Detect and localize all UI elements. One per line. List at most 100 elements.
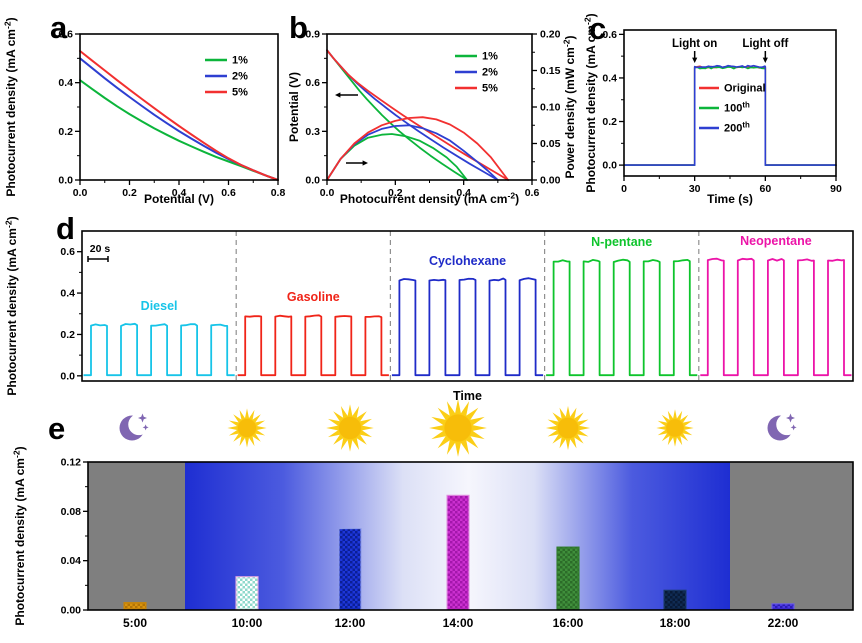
section-label: Neopentane xyxy=(740,234,812,248)
y-tick-label: 0.0 xyxy=(602,160,617,172)
x-tick-label: 0.0 xyxy=(73,187,88,199)
y-tick-label: 0.15 xyxy=(540,65,561,77)
y-tick-label: 0.00 xyxy=(540,175,561,187)
star-icon xyxy=(790,424,797,431)
y-tick-label: 0.3 xyxy=(305,126,320,138)
x-tick-label: 60 xyxy=(759,183,771,195)
y-tick-label: 0.10 xyxy=(540,102,561,114)
section-label: Gasoline xyxy=(287,290,340,304)
pulse-train-Cyclohexane xyxy=(391,277,544,377)
legend-label: 5% xyxy=(482,83,498,95)
scale-bar-label: 20 s xyxy=(90,243,111,255)
bar-5:00 xyxy=(123,602,147,611)
star-icon xyxy=(786,413,795,423)
plot-frame xyxy=(79,33,279,181)
sun-icon xyxy=(666,419,684,437)
x-category-label: 18:00 xyxy=(660,616,691,630)
y-tick-label: 0.0 xyxy=(58,175,73,187)
x-tick-label: 0.0 xyxy=(320,187,335,199)
sun-icon xyxy=(338,416,362,440)
bar-14:00 xyxy=(446,494,470,611)
panel-label-a: a xyxy=(50,10,68,45)
pulse-train-Neopentane xyxy=(700,257,852,377)
panel-label-e: e xyxy=(48,411,66,446)
legend-label: Original xyxy=(724,83,766,95)
x-category-label: 12:00 xyxy=(335,616,366,630)
y-tick-label: 0.0 xyxy=(60,370,75,382)
x-tick-label: 0.6 xyxy=(221,187,236,199)
x-category-label: 10:00 xyxy=(232,616,263,630)
y-tick-label: 0.12 xyxy=(61,457,82,469)
star-icon xyxy=(142,424,149,431)
arrow-head xyxy=(762,57,768,63)
legend-label: 1% xyxy=(232,55,248,67)
plot-frame xyxy=(81,230,854,382)
pulse-train-Diesel xyxy=(83,322,235,377)
x-tick-label: 0.6 xyxy=(525,187,540,199)
legend-label: 100th xyxy=(724,100,750,114)
x-tick-label: 0.4 xyxy=(172,187,187,199)
potential-series-1% xyxy=(326,49,469,181)
sun-icon xyxy=(237,418,257,438)
legend-label: 1% xyxy=(482,51,498,63)
y-tick-label: 0.04 xyxy=(61,555,82,567)
bar-16:00 xyxy=(556,546,580,611)
panel-a-jv-chart: 0.0 0.2 0.4 0.6 0.8 0.0 0.2 0.4 0.6 Potential (V)… xyxy=(2,17,286,206)
y-axis-title: Photocurrent density (mA cm-2) xyxy=(3,216,19,395)
y-tick-label: 0.2 xyxy=(58,126,73,138)
panel-label-d: d xyxy=(56,211,75,246)
y-tick-label: 0.4 xyxy=(58,77,73,89)
panel-b-power-chart: 0.0 0.2 0.4 0.6 0.0 0.3 0.6 0.9 0.00 0.05 0.10 0.15… xyxy=(287,29,577,207)
x-tick-label: 0.4 xyxy=(456,187,471,199)
y-tick-label: 0.6 xyxy=(305,77,320,89)
series-2% xyxy=(79,57,279,181)
y-axis-title-right: Power density (mW cm-2) xyxy=(561,35,577,178)
panel-label-b: b xyxy=(289,10,308,45)
moon-icon-cutout xyxy=(128,413,150,436)
arrow-head xyxy=(335,92,341,98)
bar-18:00 xyxy=(663,589,687,611)
x-axis-title: Potential (V) xyxy=(144,192,214,206)
x-tick-label: 30 xyxy=(689,183,701,195)
y-tick-label: 0.20 xyxy=(540,29,561,41)
y-tick-label: 0.6 xyxy=(58,29,73,41)
legend-label: 2% xyxy=(232,71,248,83)
x-category-label: 14:00 xyxy=(443,616,474,630)
y-tick-label: 0.05 xyxy=(540,138,561,150)
series-5% xyxy=(79,50,279,181)
y-tick-label: 0.08 xyxy=(61,506,82,518)
y-tick-label: 0.4 xyxy=(60,288,75,300)
annotation-light-off: Light off xyxy=(742,38,788,50)
section-label: N-pentane xyxy=(591,235,652,249)
arrow-head xyxy=(692,57,698,63)
y-axis-title: Photocurrent density (mA cm-2) xyxy=(11,446,27,625)
bar-10:00 xyxy=(235,576,259,611)
x-tick-label: 90 xyxy=(830,183,842,195)
y-tick-label: 0.9 xyxy=(305,29,320,41)
x-category-label: 5:00 xyxy=(123,616,147,630)
bar-22:00 xyxy=(771,603,795,611)
power-series-2% xyxy=(326,124,499,181)
panel-c-stability-chart: 0 30 60 90 0.0 0.2 0.4 0.6 Time (s) Photocurrent … xyxy=(582,13,842,206)
y-tick-label: 0.00 xyxy=(61,605,82,617)
x-axis-title: Photocurrent density (mA cm-2) xyxy=(340,190,519,206)
panel-d-fuel-response-chart: Diesel Gasoline Cyclohexane N-pentane Neopen… xyxy=(3,216,854,403)
moon-icon-cutout xyxy=(776,413,798,436)
pulse-train-N-pentane xyxy=(546,258,698,377)
potential-series-2% xyxy=(326,49,499,181)
series-Original xyxy=(623,65,837,166)
x-tick-label: 0 xyxy=(621,183,627,195)
series-200^{th} xyxy=(623,64,837,166)
section-label: Cyclohexane xyxy=(429,254,506,268)
y-axis-title: Photocurrent density (mA cm-2) xyxy=(2,17,18,196)
y-tick-label: 0.4 xyxy=(602,72,617,84)
star-icon xyxy=(138,413,147,423)
x-tick-label: 0.8 xyxy=(271,187,286,199)
panel-e-daycycle-bar-chart: 0.00 0.04 0.08 0.12 5:00 10:00 12:00 14:00 16:00… xyxy=(11,399,854,630)
sun-icon xyxy=(557,417,579,439)
arrow-head xyxy=(362,160,368,166)
y-tick-label: 0.2 xyxy=(60,329,75,341)
y-tick-label: 0.6 xyxy=(602,29,617,41)
y-tick-label: 0.2 xyxy=(602,116,617,128)
